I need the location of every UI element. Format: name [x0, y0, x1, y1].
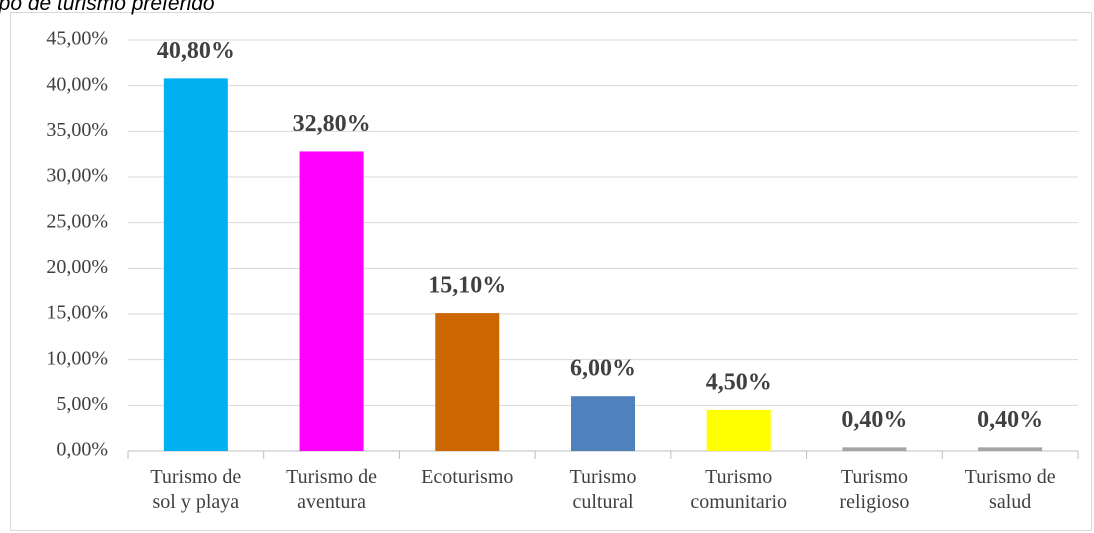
x-tick-label: Turismo de salud	[964, 466, 1056, 513]
y-tick-label: 20,00%	[46, 256, 108, 278]
value-label: 6,00%	[570, 356, 636, 382]
y-tick-label: 0,00%	[56, 439, 108, 461]
x-tick-label: Turismo religioso	[839, 466, 910, 513]
bar	[435, 313, 500, 451]
y-tick-label: 35,00%	[46, 119, 108, 141]
bar	[842, 447, 907, 451]
y-tick-label: 25,00%	[46, 210, 108, 232]
chart-frame	[10, 12, 1092, 531]
x-tick-label: Turismo de aventura	[286, 466, 378, 513]
value-label: 32,80%	[293, 111, 371, 137]
bar	[978, 447, 1043, 451]
x-tick-label: Turismo comunitario	[690, 466, 788, 513]
value-label: 40,80%	[157, 38, 235, 64]
y-tick-label: 15,00%	[46, 302, 108, 324]
value-label: 15,10%	[428, 273, 506, 299]
x-tick-label: Turismo de sol y playa	[150, 466, 242, 513]
value-label: 0,40%	[977, 407, 1043, 433]
x-tick-label: Ecoturismo	[421, 466, 514, 488]
chart-title: ipo de turismo preferido	[0, 0, 215, 15]
value-label: 0,40%	[841, 407, 907, 433]
bar	[163, 78, 228, 452]
bar	[706, 409, 771, 451]
y-tick-label: 5,00%	[56, 393, 108, 415]
bar	[571, 396, 635, 451]
y-tick-label: 45,00%	[46, 28, 108, 50]
y-tick-label: 40,00%	[46, 73, 108, 95]
x-tick-label: Turismo cultural	[569, 466, 637, 513]
y-tick-label: 10,00%	[46, 347, 108, 369]
y-tick-label: 30,00%	[46, 165, 108, 187]
bar	[299, 151, 364, 451]
value-label: 4,50%	[706, 369, 772, 395]
